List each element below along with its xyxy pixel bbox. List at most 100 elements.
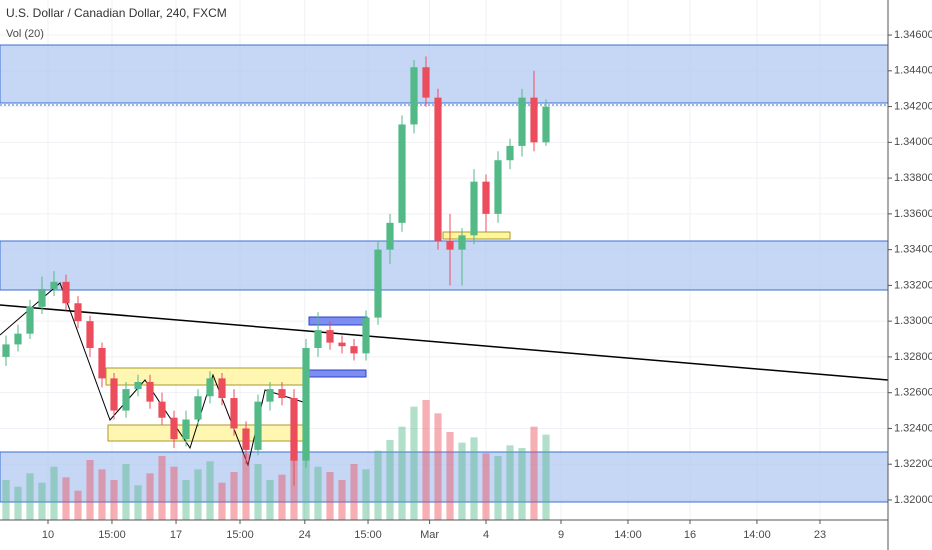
candle-body (230, 398, 238, 429)
x-tick-label: 14:00 (743, 529, 771, 541)
volume-bar (110, 480, 118, 520)
y-tick-label: 1.32000 (894, 494, 932, 506)
candle-body (194, 396, 202, 420)
drawings (0, 44, 889, 503)
y-tick-label: 1.32200 (894, 458, 932, 470)
x-tick-label: Mar (420, 529, 439, 541)
candle-body (338, 342, 346, 347)
y-tick-label: 1.34600 (894, 29, 932, 41)
y-tick-label: 1.34000 (894, 136, 932, 148)
x-tick-label: 15:00 (226, 529, 254, 541)
y-tick-label: 1.32400 (894, 422, 932, 434)
candle-body (362, 317, 370, 354)
y-tick-label: 1.33600 (894, 208, 932, 220)
candle-body (290, 398, 298, 461)
volume-bar (446, 432, 454, 520)
candle-body (458, 235, 466, 250)
x-tick-label: 15:00 (354, 529, 382, 541)
y-tick-label: 1.33000 (894, 315, 932, 327)
x-tick-label: 23 (814, 529, 826, 541)
volume-bar (98, 469, 106, 520)
candle-body (146, 381, 154, 402)
volume-bar (338, 480, 346, 520)
volume-bar (38, 482, 46, 520)
y-tick-label: 1.33400 (894, 244, 932, 256)
candle-body (446, 240, 454, 250)
candle-body (170, 417, 178, 440)
volume-bar (350, 464, 358, 520)
candles (2, 56, 550, 486)
candle-body (506, 145, 514, 161)
volume-bar (422, 400, 430, 520)
volume-bar (254, 464, 262, 520)
candle-body (26, 306, 34, 334)
zone (0, 44, 889, 104)
candle-body (38, 288, 46, 307)
volume-bar (302, 446, 310, 520)
volume-bar (494, 456, 502, 520)
volume-bar (518, 448, 526, 520)
volume-bar (410, 406, 418, 520)
candle-body (422, 67, 430, 98)
volume-bar (506, 445, 514, 520)
candle-body (86, 321, 94, 348)
volume-bar (266, 480, 274, 520)
volume-bar (122, 464, 130, 520)
volume-bar (386, 440, 394, 520)
candle-body (254, 401, 262, 450)
candle-body (542, 106, 550, 143)
volume-bar (470, 437, 478, 520)
x-tick-label: 16 (684, 529, 696, 541)
y-tick-label: 1.33800 (894, 172, 932, 184)
zone (0, 240, 889, 291)
candle-body (122, 389, 130, 411)
volume-bar (206, 461, 214, 520)
zone (107, 424, 306, 442)
x-tick-label: 14:00 (614, 529, 642, 541)
candle-body (74, 303, 82, 322)
x-tick-label: 15:00 (98, 529, 126, 541)
volume-bar (218, 482, 226, 520)
x-tick-label: 9 (558, 529, 564, 541)
candle-body (470, 181, 478, 236)
volume-bar (362, 469, 370, 520)
volume-bar (194, 469, 202, 520)
y-tick-label: 1.32600 (894, 387, 932, 399)
candle-body (374, 249, 382, 318)
zone (0, 451, 889, 503)
candle-body (206, 378, 214, 397)
x-tick-label: 17 (170, 529, 182, 541)
volume-bar (158, 456, 166, 520)
volume-bar (242, 453, 250, 520)
candle-body (50, 281, 58, 289)
volume-bar (26, 473, 34, 520)
candle-body (386, 222, 394, 250)
candle-body (494, 160, 502, 214)
candle-body (266, 389, 274, 402)
x-tick-label: 10 (42, 529, 54, 541)
candle-body (314, 330, 322, 348)
y-tick-label: 1.34200 (894, 100, 932, 112)
volume-bar (74, 490, 82, 520)
volume-bar (458, 442, 466, 520)
candle-body (398, 124, 406, 223)
zone (304, 369, 367, 378)
candle-body (410, 67, 418, 125)
indicator-label: Vol (20) (6, 28, 44, 40)
candle-body (2, 344, 10, 357)
candle-body (302, 347, 310, 461)
volume-bar (86, 460, 94, 520)
volume-bar (278, 474, 286, 520)
candle-body (110, 378, 118, 411)
chart-title: U.S. Dollar / Canadian Dollar, 240, FXCM (6, 6, 227, 20)
volume-bar (14, 486, 22, 520)
candle-body (482, 181, 490, 214)
volume-bar (530, 426, 538, 520)
volume-bar (2, 480, 10, 520)
candle-body (434, 97, 442, 241)
volume-bar (314, 466, 322, 520)
volume-bar (146, 473, 154, 520)
candle-body (518, 97, 526, 146)
volume-bar (230, 472, 238, 520)
